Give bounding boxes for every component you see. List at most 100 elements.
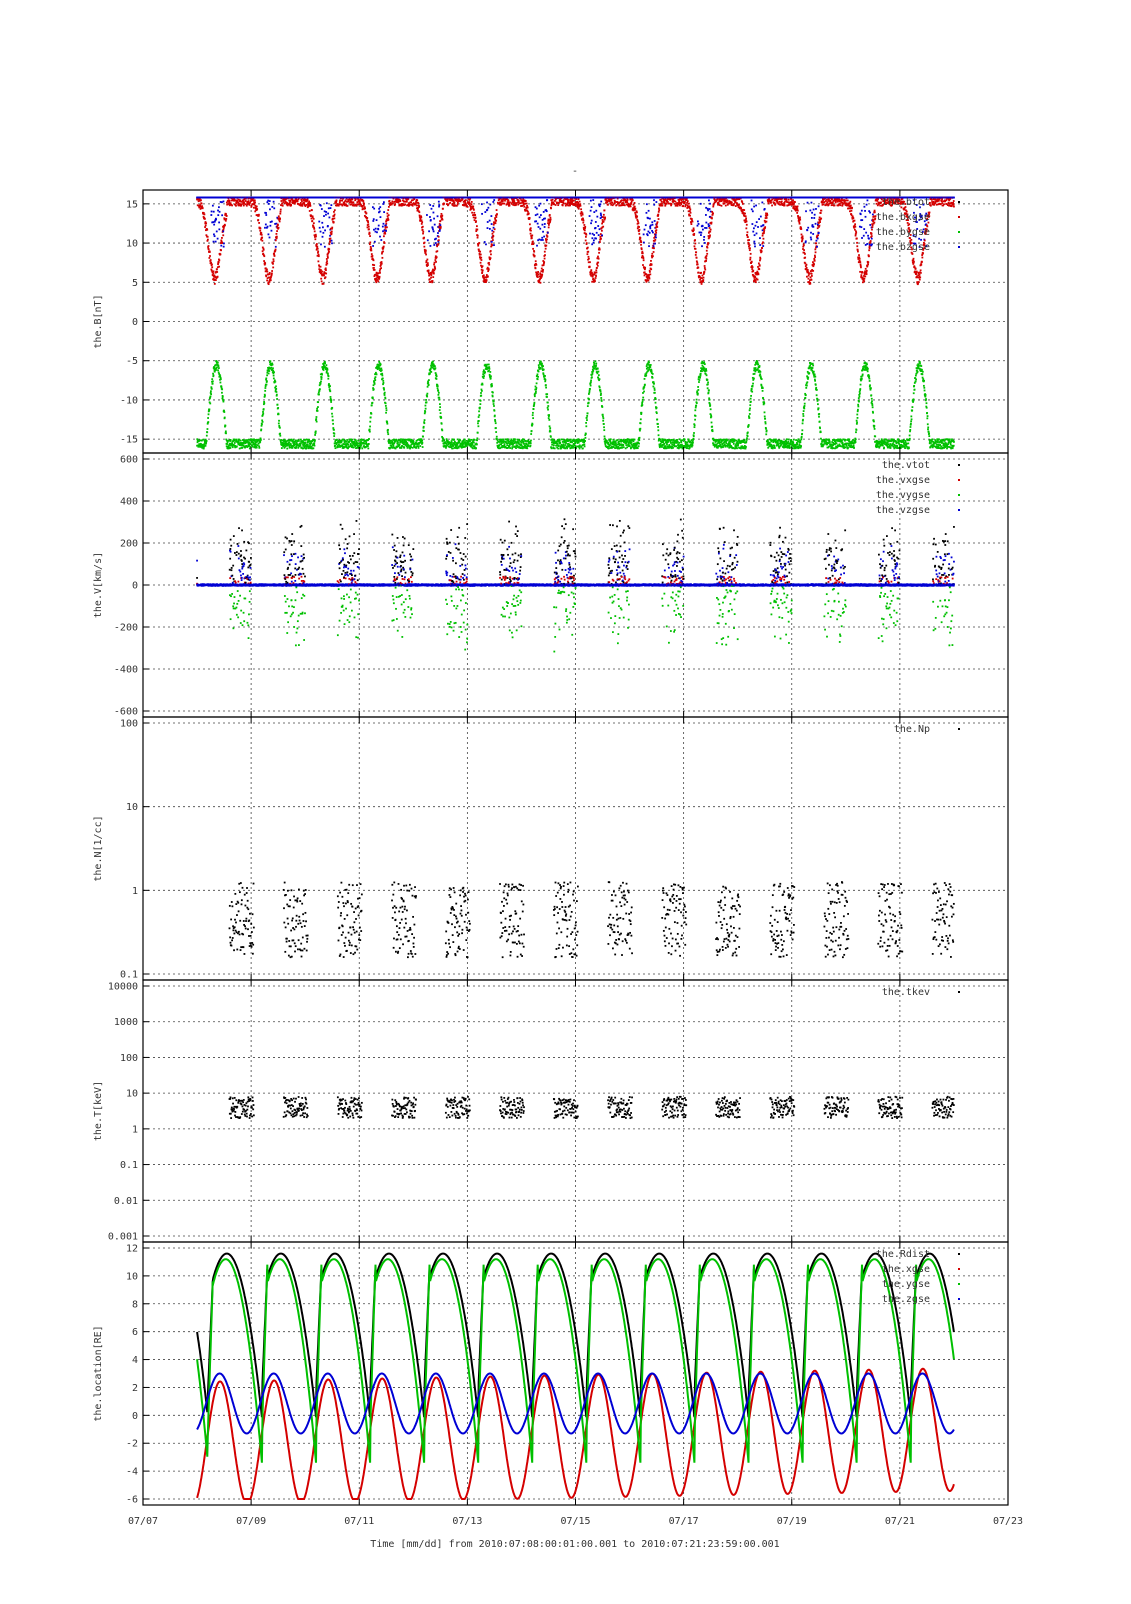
bzgse-point [273,207,275,209]
bygse-point [532,414,534,416]
bygse-point [317,401,319,403]
bygse-point [329,385,331,387]
bygse-point [401,445,403,447]
bygse-point [391,441,393,443]
bxgse-point [431,274,433,276]
bygse-point [495,431,497,433]
bxgse-point [241,203,243,205]
bxgse-point [520,202,522,204]
bxgse-point [314,238,316,240]
bxgse-point [266,280,268,282]
bygse-point [330,396,332,398]
bxgse-point [454,205,456,207]
bzgse-point [215,241,217,243]
bzgse-point [327,213,329,215]
bxgse-point [290,204,292,206]
bzgse-point [485,243,487,245]
bzgse-point [320,205,322,207]
bygse-point [514,438,516,440]
bxgse-point [279,213,281,215]
bzgse-point [484,211,486,213]
bygse-point [530,440,532,442]
bygse-point [384,394,386,396]
bxgse-point [325,276,327,278]
bxgse-point [477,237,479,239]
bygse-point [478,420,480,422]
bygse-point [369,421,371,423]
bxgse-point [257,219,259,221]
bxgse-point [268,283,270,285]
bzgse-point [331,240,333,242]
bygse-point [532,412,534,414]
bygse-point [495,427,497,429]
bygse-point [326,370,328,372]
bygse-point [491,385,493,387]
bxgse-point [490,257,492,259]
bygse-point [229,447,231,449]
bygse-point [429,373,431,375]
bxgse-point [297,200,299,202]
bzgse-point [213,211,215,213]
bzgse-point [265,214,267,216]
bygse-point [438,397,440,399]
bygse-point [347,444,349,446]
bxgse-point [309,210,311,212]
bygse-point [382,380,384,382]
bxgse-point [428,270,430,272]
bygse-point [262,421,264,423]
bygse-point [221,386,223,388]
bxgse-point [471,201,473,203]
bzgse-point [213,233,215,235]
bxgse-point [440,226,442,228]
bygse-point [476,439,478,441]
bxgse-point [260,227,262,229]
bxgse-point [531,235,533,237]
bygse-point [223,401,225,403]
bxgse-point [379,276,381,278]
bzgse-point [320,231,322,233]
bzgse-point [493,199,495,201]
bxgse-point [418,205,420,207]
bzgse-point [376,219,378,221]
bxgse-point [315,234,317,236]
bxgse-point [207,236,209,238]
bygse-point [346,441,348,443]
y-tick-label: 5 [132,278,138,289]
bygse-point [517,444,519,446]
bxgse-point [369,241,371,243]
bygse-point [276,398,278,400]
bxgse-point [493,231,495,233]
bygse-point [371,404,373,406]
bygse-point [275,388,277,390]
bxgse-point [495,222,497,224]
bygse-point [321,374,323,376]
bzgse-point [273,201,275,203]
bygse-point [457,444,459,446]
bxgse-point [380,267,382,269]
bxgse-point [334,209,336,211]
bxgse-point [235,205,237,207]
bygse-point [314,434,316,436]
bzgse-point [383,211,385,213]
bxgse-point [540,282,542,284]
bxgse-point [488,262,490,264]
bzgse-point [426,214,428,216]
bxgse-point [210,259,212,261]
bygse-point [510,439,512,441]
bygse-point [300,444,302,446]
bxgse-point [279,221,281,223]
bygse-point [212,383,214,385]
bxgse-point [270,279,272,281]
bzgse-point [379,211,381,213]
bxgse-point [373,259,375,261]
bygse-point [526,447,528,449]
bzgse-point [324,229,326,231]
bzgse-point [223,246,225,248]
bxgse-point [381,261,383,263]
bzgse-point [266,201,268,203]
bygse-point [268,373,270,375]
bxgse-point [289,202,291,204]
bygse-point [418,447,420,449]
bygse-point [383,389,385,391]
